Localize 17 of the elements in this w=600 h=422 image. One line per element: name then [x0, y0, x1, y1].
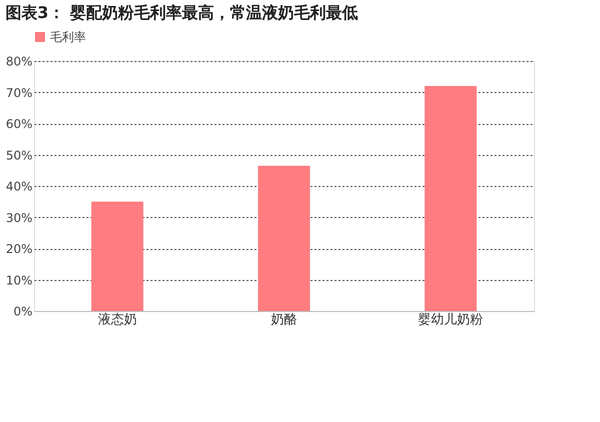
bar — [91, 202, 144, 311]
y-tick-label: 0% — [13, 304, 32, 318]
y-tick-label: 20% — [6, 242, 32, 256]
bar — [424, 86, 477, 311]
x-tick-label: 奶酪 — [271, 312, 297, 328]
y-tick-label: 40% — [6, 180, 32, 194]
bar — [258, 166, 310, 311]
y-tick-label: 30% — [6, 210, 32, 225]
y-tick-label: 10% — [6, 273, 32, 288]
legend-label: 毛利率 — [50, 30, 86, 44]
x-tick-label: 液态奶 — [98, 312, 137, 328]
y-tick-label: 70% — [6, 86, 32, 100]
y-tick-label: 50% — [6, 148, 32, 162]
x-tick-label: 婴幼儿奶粉 — [418, 312, 484, 328]
chart-title: 图表3： 婴配奶粉毛利率最高，常温液奶毛利最低 — [5, 3, 358, 22]
y-tick-label: 60% — [6, 117, 32, 131]
y-tick-label: 80% — [6, 54, 32, 68]
